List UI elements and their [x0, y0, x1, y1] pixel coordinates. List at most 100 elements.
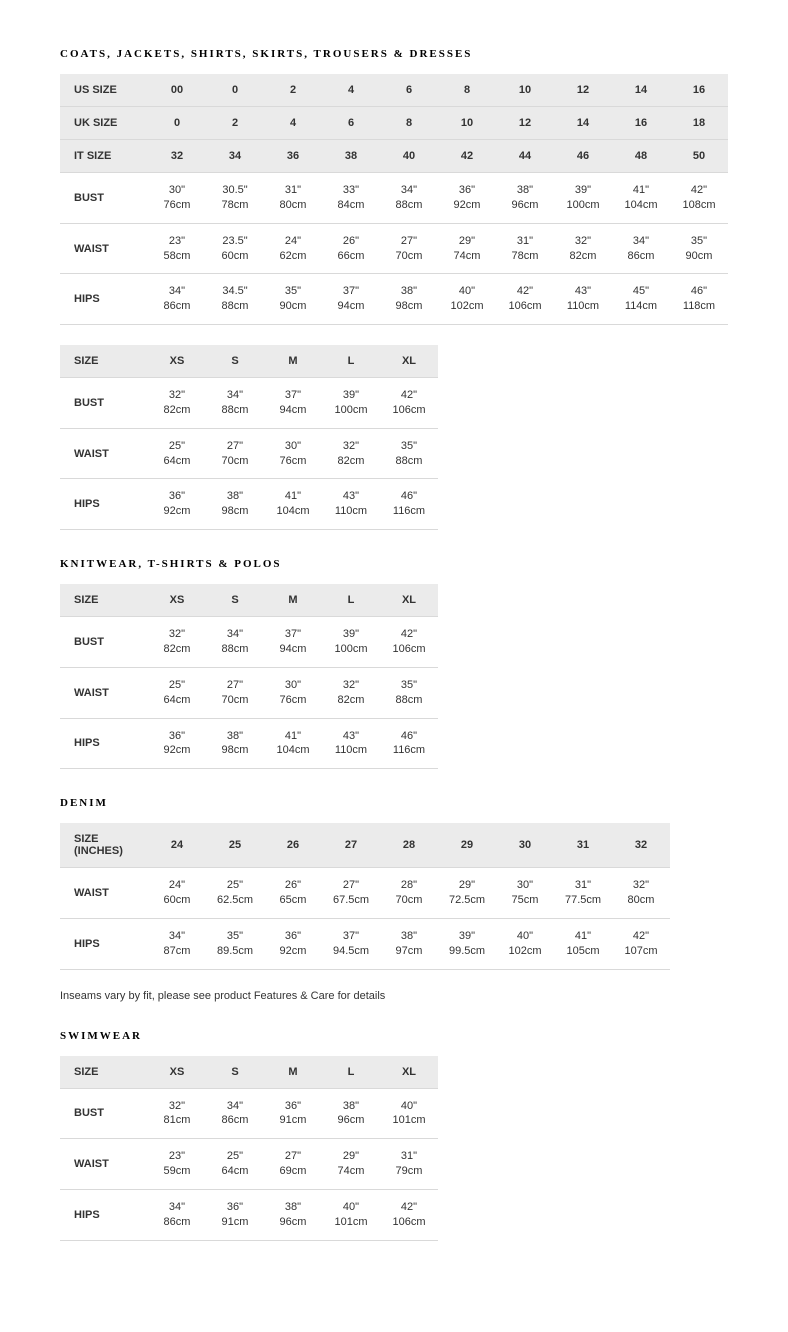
table-cell: 27"70cm [206, 667, 264, 718]
table-row-label: SIZE [60, 584, 148, 617]
table-cell: 32 [612, 823, 670, 868]
table-row-label: SIZE [60, 345, 148, 378]
table-cell: 37"94cm [322, 274, 380, 325]
table-cell: 32"82cm [148, 378, 206, 429]
table-cell: 8 [438, 74, 496, 107]
table-cell: 34"88cm [380, 173, 438, 224]
table-row-label: SIZE (INCHES) [60, 823, 148, 868]
table-cell: 30.5"78cm [206, 173, 264, 224]
table-cell: 32"82cm [554, 223, 612, 274]
table-cell: 38"97cm [380, 918, 438, 969]
table-cell: 37"94cm [264, 378, 322, 429]
table-cell: 0 [206, 74, 264, 107]
table-cell: 30"75cm [496, 868, 554, 919]
table-cell: 35"89.5cm [206, 918, 264, 969]
table-row-label: WAIST [60, 1139, 148, 1190]
table-cell: L [322, 1056, 380, 1089]
table-cell: 36"92cm [438, 173, 496, 224]
table-cell: XL [380, 584, 438, 617]
swimwear-size-table: SIZEXSSMLXLBUST32"81cm34"86cm36"91cm38"9… [60, 1056, 438, 1241]
table-cell: 34"86cm [148, 1189, 206, 1240]
table-cell: 27"70cm [206, 428, 264, 479]
table-row-label: WAIST [60, 667, 148, 718]
table-cell: 14 [554, 107, 612, 140]
table-cell: 38"96cm [264, 1189, 322, 1240]
table-cell: 46 [554, 140, 612, 173]
table-cell: S [206, 584, 264, 617]
table-row-label: IT SIZE [60, 140, 148, 173]
table-cell: 27"67.5cm [322, 868, 380, 919]
table-cell: 32"81cm [148, 1088, 206, 1139]
table-cell: 31"78cm [496, 223, 554, 274]
table-cell: M [264, 345, 322, 378]
table-cell: 25"64cm [206, 1139, 264, 1190]
table-row-label: BUST [60, 1088, 148, 1139]
table-cell: 48 [612, 140, 670, 173]
table-row-label: SIZE [60, 1056, 148, 1089]
table-cell: 36"92cm [264, 918, 322, 969]
table-cell: 38"98cm [380, 274, 438, 325]
table-cell: 41"104cm [264, 718, 322, 769]
table-cell: 27 [322, 823, 380, 868]
table-cell: 24"62cm [264, 223, 322, 274]
table-cell: 32"82cm [322, 428, 380, 479]
knitwear-size-table: SIZEXSSMLXLBUST32"82cm34"88cm37"94cm39"1… [60, 584, 438, 769]
table-cell: 36"91cm [206, 1189, 264, 1240]
table-cell: 35"88cm [380, 428, 438, 479]
table-cell: 32"82cm [322, 667, 380, 718]
table-cell: 26"66cm [322, 223, 380, 274]
table-cell: 29"74cm [322, 1139, 380, 1190]
table-cell: 29 [438, 823, 496, 868]
table-row-label: UK SIZE [60, 107, 148, 140]
table-cell: 42"107cm [612, 918, 670, 969]
table-cell: 30 [496, 823, 554, 868]
table-cell: 35"88cm [380, 667, 438, 718]
table-cell: 25"62.5cm [206, 868, 264, 919]
table-cell: 23"58cm [148, 223, 206, 274]
table-cell: 40"102cm [438, 274, 496, 325]
table-cell: 40 [380, 140, 438, 173]
table-cell: 45"114cm [612, 274, 670, 325]
table-cell: 23.5"60cm [206, 223, 264, 274]
table-cell: 46"116cm [380, 718, 438, 769]
table-cell: L [322, 345, 380, 378]
table-cell: 41"105cm [554, 918, 612, 969]
table-cell: 41"104cm [612, 173, 670, 224]
table-cell: 39"100cm [322, 617, 380, 668]
table-cell: 36"92cm [148, 718, 206, 769]
section-title-knitwear: KNITWEAR, T-SHIRTS & POLOS [60, 558, 728, 570]
table-cell: 34"86cm [148, 274, 206, 325]
table-cell: 37"94.5cm [322, 918, 380, 969]
table-row-label: HIPS [60, 274, 148, 325]
table-cell: 29"72.5cm [438, 868, 496, 919]
table-cell: 32"80cm [612, 868, 670, 919]
table-cell: 12 [554, 74, 612, 107]
table-cell: 38"96cm [496, 173, 554, 224]
table-row-label: US SIZE [60, 74, 148, 107]
table-cell: 39"99.5cm [438, 918, 496, 969]
table-cell: 38"98cm [206, 718, 264, 769]
table-cell: 36 [264, 140, 322, 173]
table-cell: 42 [438, 140, 496, 173]
table-cell: 36"92cm [148, 479, 206, 530]
table-cell: M [264, 1056, 322, 1089]
table-cell: M [264, 584, 322, 617]
table-cell: 38"98cm [206, 479, 264, 530]
coats-numeric-size-table: US SIZE000246810121416UK SIZE02468101214… [60, 74, 728, 325]
table-cell: 2 [264, 74, 322, 107]
table-row-label: BUST [60, 617, 148, 668]
table-cell: 4 [322, 74, 380, 107]
table-cell: 25"64cm [148, 428, 206, 479]
table-row-label: WAIST [60, 868, 148, 919]
table-cell: XS [148, 584, 206, 617]
table-cell: 32"82cm [148, 617, 206, 668]
table-cell: 24 [148, 823, 206, 868]
table-row-label: WAIST [60, 428, 148, 479]
table-cell: 31 [554, 823, 612, 868]
table-cell: 31"79cm [380, 1139, 438, 1190]
denim-size-table: SIZE (INCHES)242526272829303132WAIST24"6… [60, 823, 670, 969]
table-cell: 00 [148, 74, 206, 107]
table-cell: S [206, 345, 264, 378]
table-cell: 34"86cm [612, 223, 670, 274]
table-cell: 27"69cm [264, 1139, 322, 1190]
